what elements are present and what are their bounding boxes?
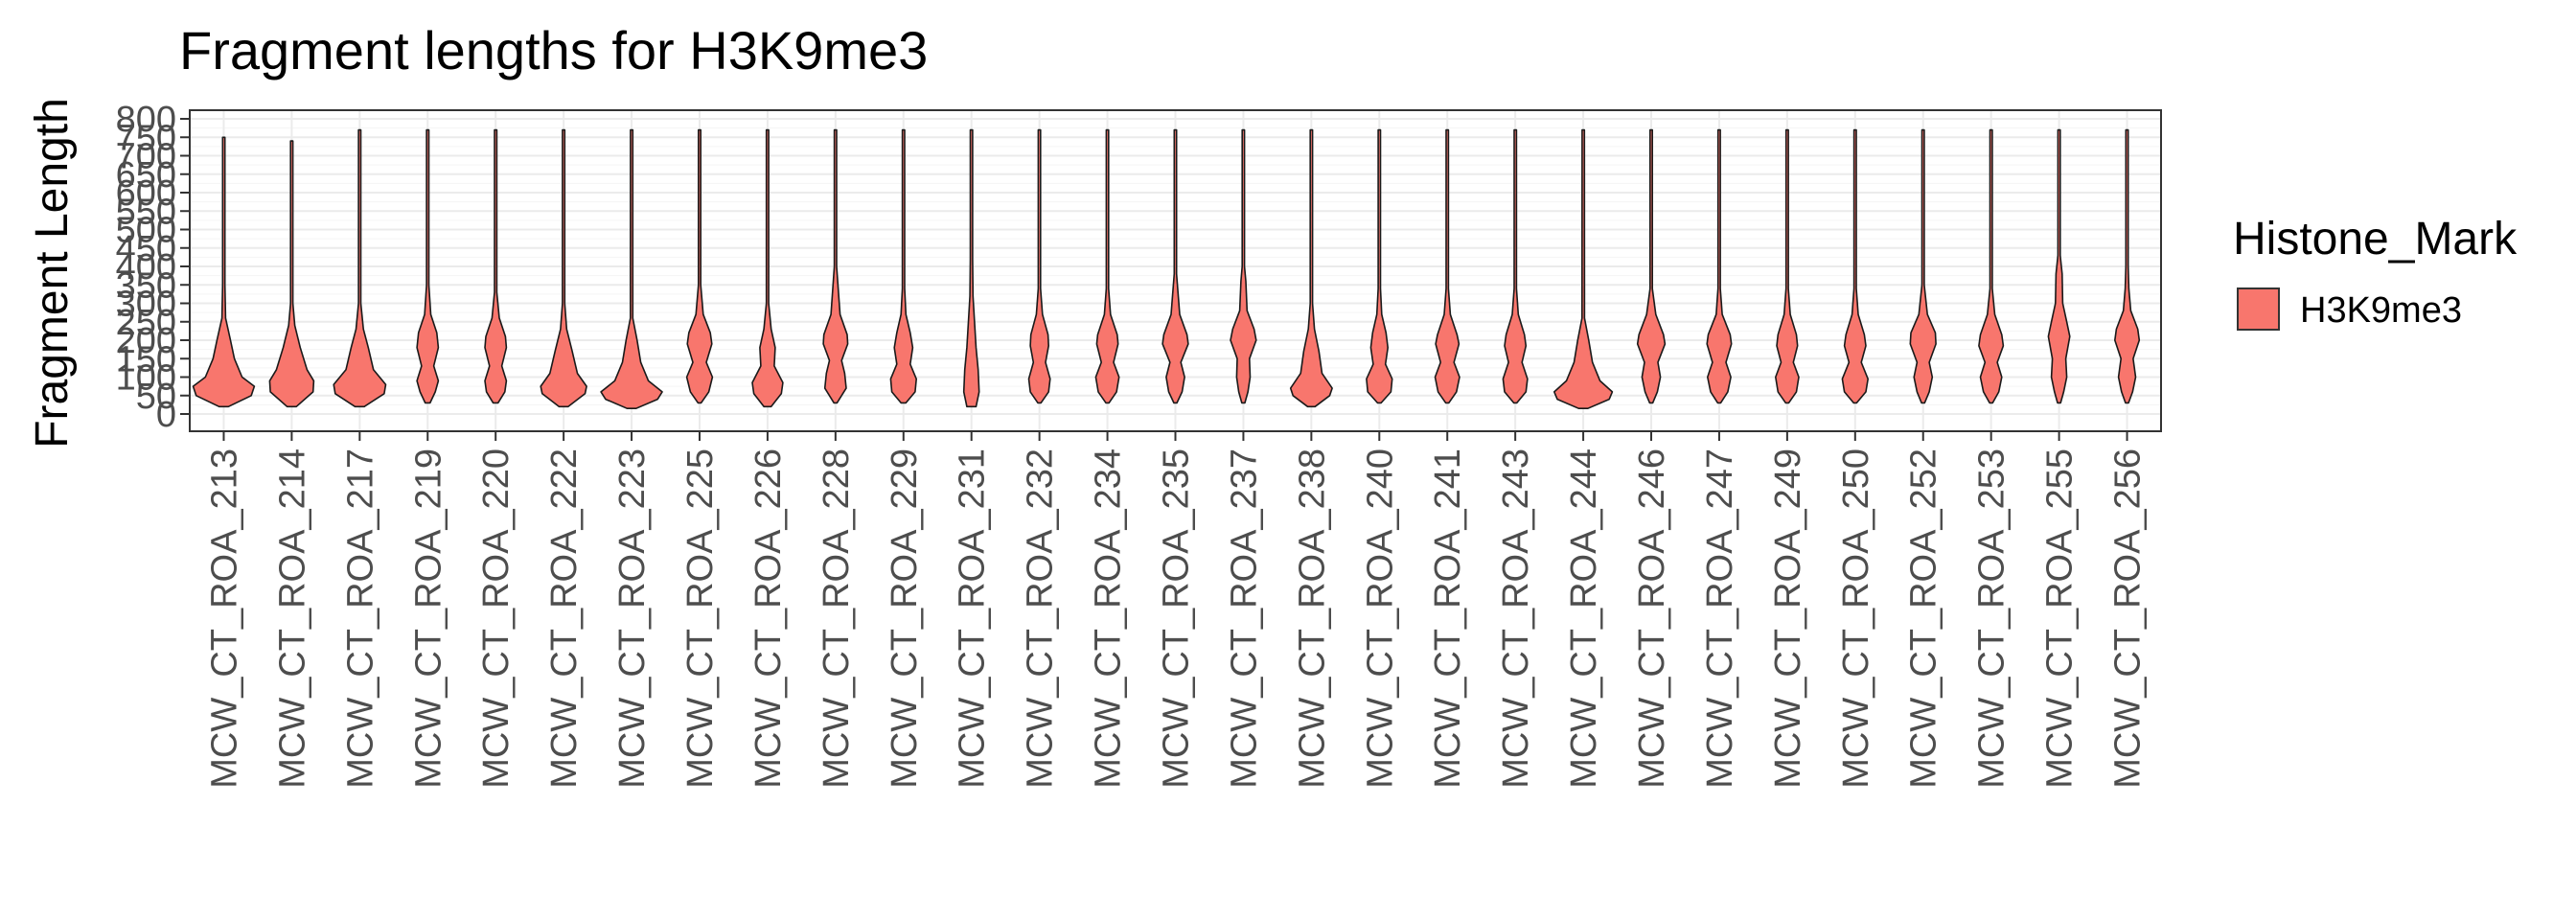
y-tick-label: 650 [116, 155, 176, 196]
violin-mcw-ct-roa-238 [1289, 128, 1333, 408]
y-axis: 0501001502002503003504004505005506006507… [116, 100, 190, 435]
violin-mcw-ct-roa-229 [889, 128, 917, 404]
x-tick-label: MCW_CT_ROA_223 [612, 448, 653, 789]
y-tick-label: 300 [116, 285, 176, 325]
y-tick-label: 250 [116, 303, 176, 343]
x-tick-label: MCW_CT_ROA_237 [1224, 448, 1264, 789]
violin-mcw-ct-roa-223 [600, 128, 663, 410]
violin-mcw-ct-roa-226 [751, 128, 784, 408]
x-tick-label: MCW_CT_ROA_255 [2040, 448, 2081, 789]
x-tick-label: MCW_CT_ROA_226 [748, 448, 789, 789]
x-tick-label: MCW_CT_ROA_228 [816, 448, 857, 789]
violin-mcw-ct-roa-214 [268, 140, 315, 408]
violin-mcw-ct-roa-213 [192, 136, 256, 408]
y-tick-label: 800 [116, 100, 176, 140]
x-tick-label: MCW_CT_ROA_238 [1292, 448, 1332, 789]
x-tick-label: MCW_CT_ROA_222 [544, 448, 585, 789]
violin-mcw-ct-roa-243 [1502, 128, 1529, 404]
x-tick-label: MCW_CT_ROA_217 [340, 448, 380, 789]
violin-mcw-ct-roa-237 [1230, 128, 1257, 404]
violin-mcw-ct-roa-217 [333, 128, 387, 408]
x-tick-label: MCW_CT_ROA_249 [1768, 448, 1808, 789]
x-tick-label: MCW_CT_ROA_219 [408, 448, 448, 789]
x-tick-label: MCW_CT_ROA_229 [885, 448, 925, 789]
y-tick-label: 550 [116, 192, 176, 232]
y-tick-label: 150 [116, 339, 176, 380]
violin-mcw-ct-roa-256 [2114, 128, 2141, 404]
legend: Histone_Mark H3K9me3 [2233, 214, 2518, 331]
y-tick-label: 500 [116, 211, 176, 251]
y-tick-label: 350 [116, 265, 176, 306]
x-tick-label: MCW_CT_ROA_220 [476, 448, 517, 789]
violin-mcw-ct-roa-231 [962, 128, 980, 408]
violin-mcw-ct-roa-246 [1636, 128, 1667, 404]
x-tick-label: MCW_CT_ROA_243 [1496, 448, 1536, 789]
violin-mcw-ct-roa-225 [685, 128, 714, 404]
x-tick-label: MCW_CT_ROA_247 [1700, 448, 1740, 789]
y-tick-label: 50 [136, 377, 176, 417]
y-axis-title: Fragment Length [27, 98, 78, 448]
legend-label-h3k9me3: H3K9me3 [2300, 290, 2462, 331]
x-tick-label: MCW_CT_ROA_232 [1021, 448, 1061, 789]
y-tick-label: 450 [116, 229, 176, 269]
violin-mcw-ct-roa-241 [1434, 128, 1460, 404]
y-tick-label: 0 [156, 395, 176, 435]
violin-mcw-ct-roa-247 [1706, 128, 1733, 404]
legend-title: Histone_Mark [2233, 214, 2518, 264]
violin-mcw-ct-roa-249 [1775, 128, 1800, 404]
x-tick-label: MCW_CT_ROA_213 [204, 448, 244, 789]
x-axis: MCW_CT_ROA_213 MCW_CT_ROA_214 MCW_CT_ROA_2… [204, 431, 2149, 789]
x-tick-label: MCW_CT_ROA_235 [1157, 448, 1197, 789]
violin-mcw-ct-roa-250 [1841, 128, 1869, 404]
x-tick-label: MCW_CT_ROA_256 [2108, 448, 2149, 789]
legend-key-h3k9me3 [2237, 288, 2280, 331]
x-tick-label: MCW_CT_ROA_252 [1904, 448, 1944, 789]
violin-mcw-ct-roa-222 [540, 128, 587, 408]
violin-mcw-ct-roa-255 [2047, 128, 2071, 404]
y-tick-label: 750 [116, 118, 176, 158]
x-tick-label: MCW_CT_ROA_241 [1428, 448, 1468, 789]
violin-mcw-ct-roa-220 [484, 128, 508, 404]
violin-mcw-ct-roa-240 [1366, 128, 1393, 404]
x-tick-label: MCW_CT_ROA_244 [1564, 448, 1604, 789]
x-tick-label: MCW_CT_ROA_234 [1089, 448, 1129, 789]
y-tick-label: 600 [116, 173, 176, 214]
x-tick-label: MCW_CT_ROA_253 [1972, 448, 2012, 789]
violin-mcw-ct-roa-244 [1553, 128, 1614, 410]
x-tick-label: MCW_CT_ROA_240 [1360, 448, 1400, 789]
y-tick-label: 200 [116, 321, 176, 361]
x-tick-label: MCW_CT_ROA_246 [1632, 448, 1672, 789]
violin-mcw-ct-roa-234 [1094, 128, 1120, 404]
y-tick-label: 100 [116, 358, 176, 399]
violin-mcw-ct-roa-235 [1162, 128, 1189, 404]
violin-mcw-ct-roa-228 [822, 128, 849, 404]
violin-mcw-ct-roa-232 [1027, 128, 1051, 404]
violin-mcw-ct-roa-252 [1909, 128, 1937, 404]
y-tick-label: 400 [116, 247, 176, 288]
violins [192, 128, 2141, 410]
x-tick-label: MCW_CT_ROA_231 [953, 448, 993, 789]
x-tick-label: MCW_CT_ROA_250 [1836, 448, 1876, 789]
x-tick-label: MCW_CT_ROA_214 [272, 448, 312, 789]
y-tick-label: 700 [116, 137, 176, 177]
violin-mcw-ct-roa-219 [416, 128, 440, 404]
x-tick-label: MCW_CT_ROA_225 [680, 448, 721, 789]
plot-area [189, 109, 2162, 432]
violin-mcw-ct-roa-253 [1978, 128, 2005, 404]
chart-title: Fragment lengths for H3K9me3 [179, 20, 928, 80]
